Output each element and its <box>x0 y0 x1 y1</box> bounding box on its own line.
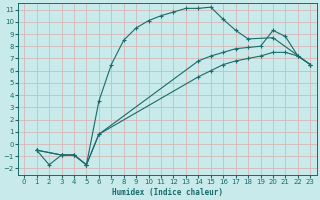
X-axis label: Humidex (Indice chaleur): Humidex (Indice chaleur) <box>112 188 223 197</box>
